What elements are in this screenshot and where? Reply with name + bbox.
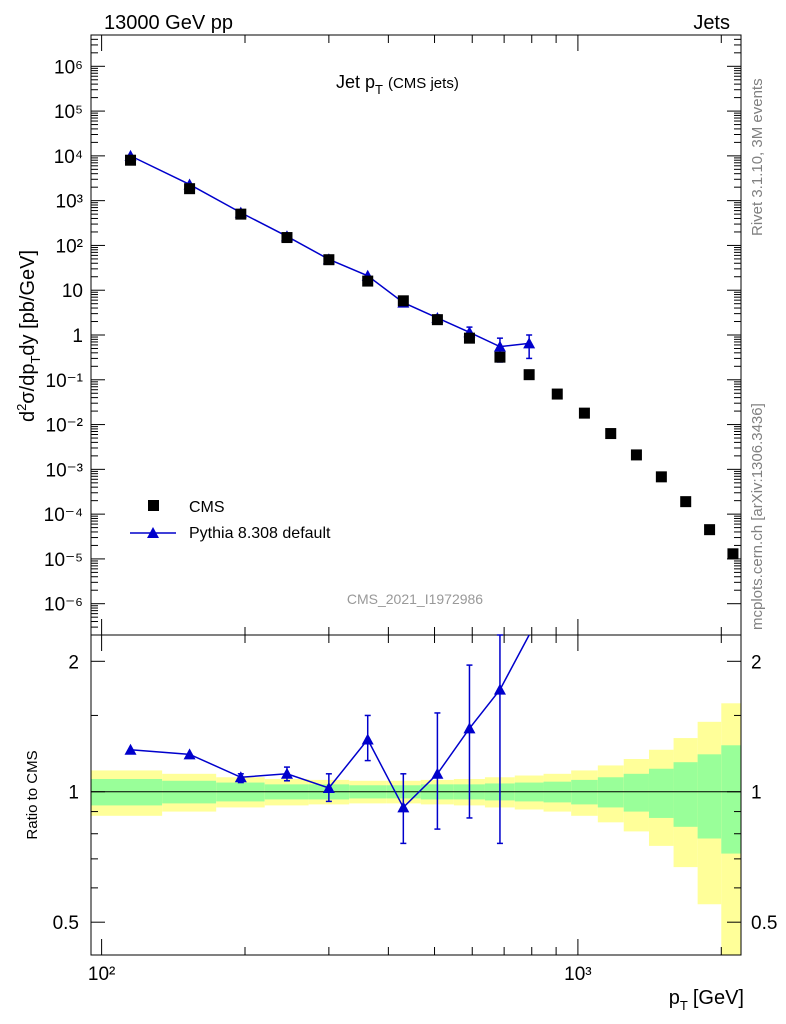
ratio-mc-point bbox=[431, 767, 444, 779]
header-right: Jets bbox=[693, 12, 730, 34]
ytick-label: 10⁻⁴ bbox=[44, 505, 83, 526]
ratio-ytick-label-right: 2 bbox=[751, 652, 762, 673]
xtick-label: 10³ bbox=[564, 964, 591, 985]
ratio-mc-point bbox=[493, 683, 506, 695]
data-point bbox=[281, 232, 293, 244]
ratio-ytick-label: 2 bbox=[68, 652, 79, 673]
data-point bbox=[125, 154, 137, 166]
data-point bbox=[680, 496, 692, 508]
ytick-label: 10⁻² bbox=[46, 416, 84, 437]
data-point bbox=[630, 449, 642, 461]
ytick-label: 1 bbox=[72, 326, 83, 347]
ratio-uncertainty-bands bbox=[91, 703, 741, 955]
ytick-label: 10⁶ bbox=[54, 57, 83, 78]
ratio-mc-point bbox=[361, 733, 374, 745]
mcplots-label: mcplots.cern.ch [arXiv:1306.3436] bbox=[749, 403, 766, 630]
ratio-mc-series bbox=[124, 634, 530, 845]
analysis-id: CMS_2021_I1972986 bbox=[347, 591, 483, 607]
data-point bbox=[463, 332, 475, 344]
axes: 10⁻⁶ 10⁻⁵ 10⁻⁴ 10⁻³ 10⁻² 10⁻¹ 1 10 10² 10³ 10⁴ 10⁵ 1… bbox=[44, 34, 777, 985]
ratio-mc-point bbox=[183, 748, 196, 760]
ytick-label: 10⁻³ bbox=[46, 460, 84, 481]
band-inner bbox=[648, 768, 674, 818]
ratio-mc-point bbox=[322, 782, 335, 794]
ytick-label: 10² bbox=[56, 236, 83, 257]
data-point bbox=[578, 407, 590, 419]
main-panel-frame bbox=[90, 34, 742, 636]
ytick-label: 10⁻¹ bbox=[46, 371, 84, 392]
main-data-series bbox=[125, 154, 739, 560]
ratio-panel-frame bbox=[90, 634, 742, 956]
ratio-mc-point bbox=[124, 743, 137, 755]
legend-data-label: CMS bbox=[189, 499, 225, 516]
band-inner bbox=[597, 777, 624, 808]
data-point bbox=[704, 524, 716, 536]
ratio-mc-point bbox=[234, 771, 247, 783]
ratio-ytick-label: 1 bbox=[68, 783, 79, 804]
data-point bbox=[494, 351, 506, 363]
rivet-version-label: Rivet 3.1.10, 3M events bbox=[749, 78, 766, 236]
xlabel: pT [GeV] bbox=[669, 987, 744, 1013]
ytick-label: 10⁻⁵ bbox=[44, 550, 83, 571]
ratio-ylabel: Ratio to CMS bbox=[24, 750, 41, 839]
ratio-mc-point bbox=[280, 767, 293, 779]
main-ylabel: d2σ/dpTdy [pb/GeV] bbox=[14, 250, 43, 422]
band-inner bbox=[673, 762, 698, 827]
data-point bbox=[727, 548, 739, 560]
legend-data-marker bbox=[148, 500, 159, 511]
xtick-label: 10² bbox=[88, 964, 115, 985]
header-left: 13000 GeV pp bbox=[104, 12, 233, 34]
ytick-label: 10⁻⁶ bbox=[44, 595, 83, 616]
legend: CMS Pythia 8.308 default bbox=[130, 499, 331, 542]
ratio-ytick-label-right: 1 bbox=[751, 783, 762, 804]
data-point bbox=[397, 295, 409, 307]
ytick-label: 10 bbox=[62, 281, 83, 302]
data-point bbox=[551, 388, 563, 400]
band-inner bbox=[721, 745, 741, 854]
plot-title: Jet pT (CMS jets) bbox=[336, 72, 459, 97]
ytick-label: 10⁴ bbox=[54, 147, 83, 168]
data-point bbox=[605, 428, 617, 440]
data-point bbox=[431, 314, 443, 326]
ratio-ytick-label-right: 0.5 bbox=[751, 913, 777, 934]
legend-mc-label: Pythia 8.308 default bbox=[189, 525, 331, 542]
ytick-label: 10³ bbox=[56, 192, 83, 213]
legend-mc-marker bbox=[147, 527, 159, 538]
data-point bbox=[184, 183, 196, 195]
data-point bbox=[235, 208, 247, 220]
band-inner bbox=[623, 773, 649, 812]
ratio-ytick-label: 0.5 bbox=[53, 913, 79, 934]
mc-point bbox=[493, 340, 506, 352]
ratio-mc-point bbox=[397, 801, 410, 813]
data-point bbox=[655, 471, 667, 483]
data-point bbox=[523, 369, 535, 381]
data-point bbox=[362, 275, 374, 287]
band-inner bbox=[697, 754, 722, 839]
ratio-mc-point bbox=[463, 722, 476, 734]
ytick-label: 10⁵ bbox=[54, 102, 83, 123]
data-point bbox=[323, 254, 335, 266]
mc-point bbox=[523, 337, 536, 349]
